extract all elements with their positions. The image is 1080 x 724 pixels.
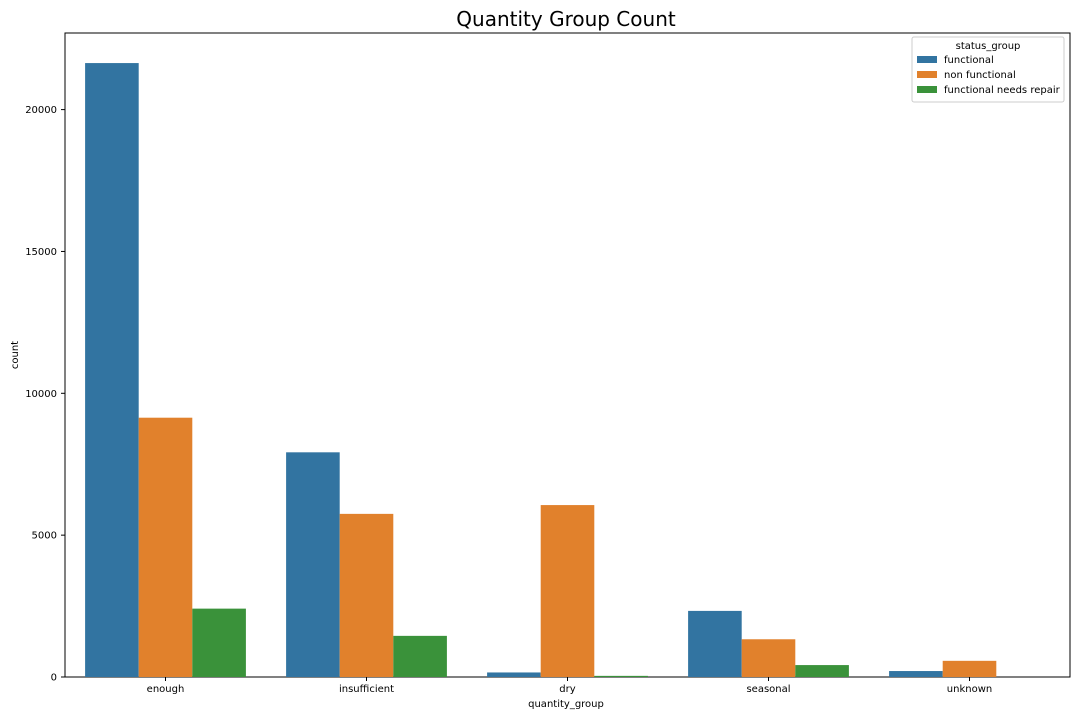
legend-title: status_group [956, 41, 1021, 52]
bar-insufficient-functional [286, 452, 340, 677]
bar-enough-functional [85, 63, 139, 677]
bar-insufficient-functional-needs-repair [393, 635, 447, 677]
bar-unknown-functional [889, 671, 943, 677]
x-axis-label: quantity_group [528, 699, 604, 710]
legend-swatch-functional-needs-repair [917, 86, 937, 93]
bar-enough-non-functional [138, 417, 193, 677]
bar-insufficient-non-functional [339, 513, 394, 677]
x-tick-label-dry: dry [559, 684, 575, 695]
bars-layer [85, 63, 997, 677]
bar-dry-functional [487, 672, 541, 677]
legend-frame [911, 36, 1065, 103]
x-tick-label-seasonal: seasonal [746, 684, 790, 695]
bar-seasonal-non-functional [741, 639, 796, 677]
x-tick-label-insufficient: insufficient [339, 684, 394, 695]
legend-swatch-functional [917, 56, 937, 63]
y-axis: 0 5000 10000 15000 20000 [25, 105, 65, 684]
bar-enough-functional-needs-repair [192, 608, 246, 677]
bar-dry-functional-needs-repair [594, 675, 648, 677]
bar-seasonal-functional-needs-repair [795, 665, 849, 677]
bar-unknown-non-functional [942, 660, 997, 677]
legend-label-functional-needs-repair: functional needs repair [944, 85, 1061, 96]
bar-seasonal-functional [688, 610, 742, 677]
y-tick-label: 5000 [32, 531, 57, 542]
y-axis-label: count [10, 341, 21, 369]
legend-swatch-non-functional [917, 71, 937, 78]
legend-label-functional: functional [944, 55, 994, 66]
y-tick-label: 0 [51, 673, 57, 684]
y-tick-label: 10000 [25, 389, 57, 400]
x-tick-label-unknown: unknown [947, 684, 992, 695]
y-tick-label: 15000 [25, 247, 57, 258]
x-axis: enough insufficient dry seasonal unknown [147, 677, 992, 695]
bar-dry-non-functional [540, 505, 595, 677]
legend: status_group functional non functional fun… [911, 36, 1065, 103]
x-tick-label-enough: enough [147, 684, 185, 695]
y-tick-label: 20000 [25, 105, 57, 116]
legend-label-non-functional: non functional [944, 70, 1016, 81]
chart-title: Quantity Group Count [456, 7, 676, 31]
